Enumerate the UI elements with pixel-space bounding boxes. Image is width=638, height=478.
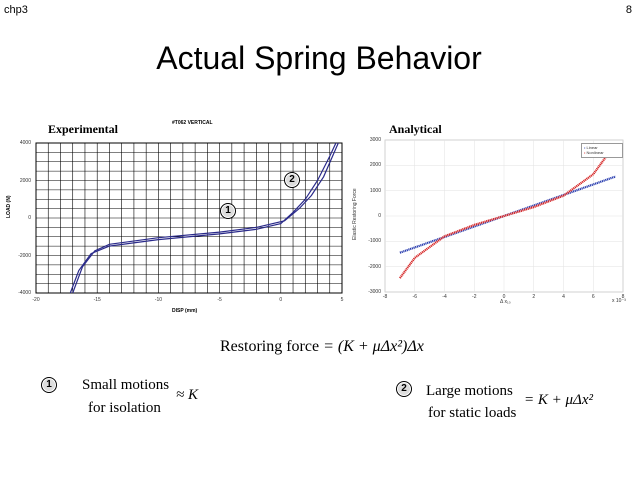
ana-xtick: 2 bbox=[532, 294, 536, 300]
ana-ytick: 3000 bbox=[369, 137, 381, 143]
note-marker-2: 2 bbox=[396, 381, 412, 397]
exp-xtick: -10 bbox=[154, 297, 163, 303]
exp-ytick: -4000 bbox=[18, 290, 31, 296]
ana-ytick: -2000 bbox=[368, 263, 381, 270]
ana-ytick: -1000 bbox=[368, 238, 381, 245]
ana-xtick: 6 bbox=[591, 294, 595, 300]
ana-xtick: -6 bbox=[412, 294, 417, 300]
exp-xtick: -15 bbox=[93, 297, 101, 303]
exp-marker-1: 1 bbox=[220, 203, 236, 219]
test-id-label: #T062 VERTICAL bbox=[172, 120, 213, 126]
exp-xtick: -5 bbox=[217, 297, 222, 303]
note-1-line2: for isolation bbox=[88, 400, 161, 416]
ana-xtick: -2 bbox=[472, 294, 477, 300]
note-2-line1: Large motions bbox=[426, 383, 513, 399]
ana-xscale: x 10⁻³ bbox=[612, 298, 626, 304]
ana-ytick: 1000 bbox=[369, 187, 381, 194]
exp-ytick: 4000 bbox=[19, 140, 31, 146]
ana-xtick: 8 bbox=[621, 294, 625, 300]
note-marker-1: 1 bbox=[41, 377, 57, 393]
ana-xtick: 4 bbox=[562, 294, 565, 300]
analytical-chart bbox=[384, 139, 624, 293]
exp-series-1 bbox=[69, 142, 337, 294]
note-2-line2: for static loads bbox=[428, 405, 517, 421]
slide-title: Actual Spring Behavior bbox=[156, 40, 482, 76]
exp-marker-2: 2 bbox=[284, 172, 300, 188]
ana-series-nonlinear bbox=[399, 153, 609, 279]
exp-ylabel: LOAD (N) bbox=[6, 195, 12, 219]
restoring-force-label: Restoring force = (K + μΔx²)Δx bbox=[220, 338, 424, 355]
exp-series-2 bbox=[72, 142, 339, 294]
exp-xtick: 0 bbox=[279, 297, 283, 303]
experimental-chart bbox=[35, 142, 343, 294]
exp-xlabel: DISP (mm) bbox=[172, 308, 198, 314]
exp-xtick: 5 bbox=[340, 297, 344, 303]
note-1-relation: ≈ K bbox=[176, 387, 198, 403]
ana-ytick: -3000 bbox=[368, 289, 381, 295]
ana-xtick: -8 bbox=[382, 294, 388, 300]
chapter-label: chp3 bbox=[4, 4, 28, 16]
ana-ytick: 0 bbox=[378, 213, 381, 219]
ana-xtick: 0 bbox=[502, 294, 506, 300]
exp-xtick: -20 bbox=[32, 297, 40, 303]
page-number: 8 bbox=[625, 4, 632, 16]
note-2-relation: = K + μΔx² bbox=[524, 392, 593, 408]
ana-xlabel: Δ x₁₀ bbox=[500, 299, 511, 305]
ana-ytick: 2000 bbox=[369, 162, 381, 169]
legend-nonlinear: Nonlinear bbox=[586, 150, 604, 155]
exp-ytick: -2000 bbox=[18, 252, 31, 259]
ana-xtick: -4 bbox=[442, 294, 447, 300]
ana-ylabel: Elastic Restoring Force bbox=[352, 188, 358, 240]
restoring-force-expression: = (K + μΔx²)Δx bbox=[323, 338, 424, 355]
experimental-label: Experimental bbox=[48, 122, 118, 136]
exp-ytick: 0 bbox=[28, 215, 31, 221]
exp-ytick: 2000 bbox=[19, 177, 31, 184]
ana-legend: • Linear • Nonlinear bbox=[581, 143, 623, 158]
note-1-line1: Small motions bbox=[82, 377, 170, 393]
legend-linear: Linear bbox=[586, 145, 598, 150]
analytical-label: Analytical bbox=[389, 122, 442, 136]
